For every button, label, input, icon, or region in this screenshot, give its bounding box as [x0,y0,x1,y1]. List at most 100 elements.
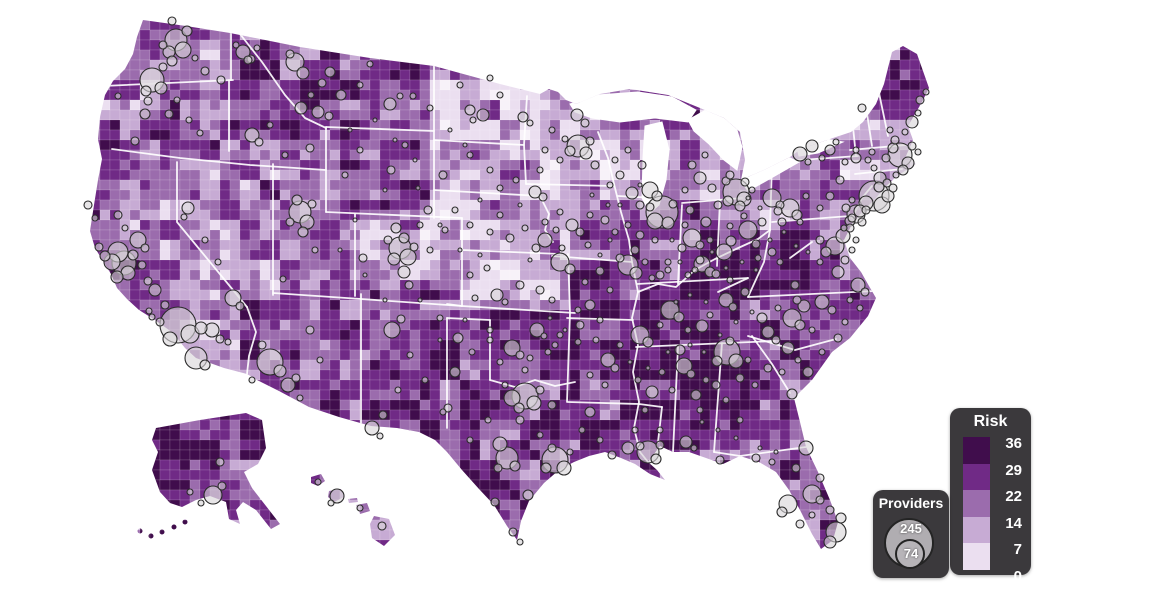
county-cell[interactable] [149,199,161,211]
county-cell[interactable] [459,10,471,21]
county-cell[interactable] [179,499,191,511]
county-cell[interactable] [139,539,151,550]
county-cell[interactable] [149,179,161,191]
county-cell[interactable] [569,359,581,371]
county-cell[interactable] [279,409,291,421]
county-cell[interactable] [419,399,431,411]
county-cell[interactable] [529,39,541,51]
county-cell[interactable] [930,90,940,100]
county-cell[interactable] [369,359,381,371]
county-cell[interactable] [940,20,950,30]
county-cell[interactable] [109,399,121,411]
county-cell[interactable] [849,49,861,61]
county-cell[interactable] [659,379,671,391]
county-cell[interactable] [549,539,561,550]
county-cell[interactable] [179,369,191,381]
county-cell[interactable] [589,279,601,291]
county-cell[interactable] [199,469,211,481]
county-cell[interactable] [299,79,311,91]
county-cell[interactable] [249,439,261,451]
county-cell[interactable] [219,169,231,181]
county-cell[interactable] [99,519,111,531]
county-cell[interactable] [209,219,221,231]
county-cell[interactable] [449,149,461,161]
county-cell[interactable] [619,519,631,531]
county-cell[interactable] [869,449,881,461]
county-cell[interactable] [169,129,181,141]
county-cell[interactable] [569,199,581,211]
county-cell[interactable] [379,79,391,91]
county-cell[interactable] [849,39,861,51]
county-cell[interactable] [379,449,391,461]
county-cell[interactable] [129,469,141,481]
county-cell[interactable] [289,539,301,550]
county-cell[interactable] [509,129,521,141]
county-cell[interactable] [219,509,231,521]
county-cell[interactable] [349,359,361,371]
county-cell[interactable] [319,379,331,391]
county-cell[interactable] [329,49,341,61]
county-cell[interactable] [769,429,781,441]
county-cell[interactable] [599,339,611,351]
county-cell[interactable] [719,20,731,31]
county-cell[interactable] [479,239,491,251]
county-cell[interactable] [930,200,940,210]
county-cell[interactable] [299,349,311,361]
county-cell[interactable] [639,239,651,251]
county-cell[interactable] [339,79,351,91]
county-cell[interactable] [429,159,441,171]
county-cell[interactable] [849,20,861,31]
county-cell[interactable] [809,20,821,31]
county-cell[interactable] [389,79,401,91]
county-cell[interactable] [139,389,151,401]
county-cell[interactable] [369,499,381,511]
county-cell[interactable] [279,499,291,511]
county-cell[interactable] [889,249,901,261]
county-cell[interactable] [449,259,461,271]
county-cell[interactable] [659,529,671,541]
county-cell[interactable] [149,449,161,461]
county-cell[interactable] [679,529,691,541]
county-cell[interactable] [130,550,140,560]
county-cell[interactable] [90,349,101,361]
county-cell[interactable] [889,209,901,221]
county-cell[interactable] [739,509,751,521]
county-cell[interactable] [159,489,171,501]
county-cell[interactable] [379,539,391,550]
county-cell[interactable] [149,529,161,541]
county-cell[interactable] [850,550,860,560]
county-cell[interactable] [370,560,380,570]
county-cell[interactable] [80,469,91,481]
county-cell[interactable] [829,429,841,441]
county-cell[interactable] [669,169,681,181]
county-cell[interactable] [930,360,940,370]
county-cell[interactable] [80,29,91,41]
county-cell[interactable] [809,309,821,321]
county-cell[interactable] [109,109,121,121]
county-cell[interactable] [789,329,801,341]
county-cell[interactable] [499,79,511,91]
county-cell[interactable] [749,49,761,61]
county-cell[interactable] [879,459,891,471]
county-cell[interactable] [109,129,121,141]
county-cell[interactable] [940,360,950,370]
county-cell[interactable] [819,379,831,391]
county-cell[interactable] [509,369,521,381]
county-cell[interactable] [639,79,651,91]
county-cell[interactable] [690,560,700,570]
county-cell[interactable] [409,539,421,550]
county-cell[interactable] [219,379,231,391]
county-cell[interactable] [879,269,891,281]
county-cell[interactable] [389,479,401,491]
county-cell[interactable] [400,560,410,570]
county-cell[interactable] [429,529,441,541]
county-cell[interactable] [80,359,91,371]
county-cell[interactable] [699,99,711,111]
county-cell[interactable] [940,90,950,100]
county-cell[interactable] [129,359,141,371]
county-cell[interactable] [849,419,861,431]
county-cell[interactable] [249,169,261,181]
county-cell[interactable] [559,479,571,491]
county-cell[interactable] [449,449,461,461]
county-cell[interactable] [899,369,911,381]
